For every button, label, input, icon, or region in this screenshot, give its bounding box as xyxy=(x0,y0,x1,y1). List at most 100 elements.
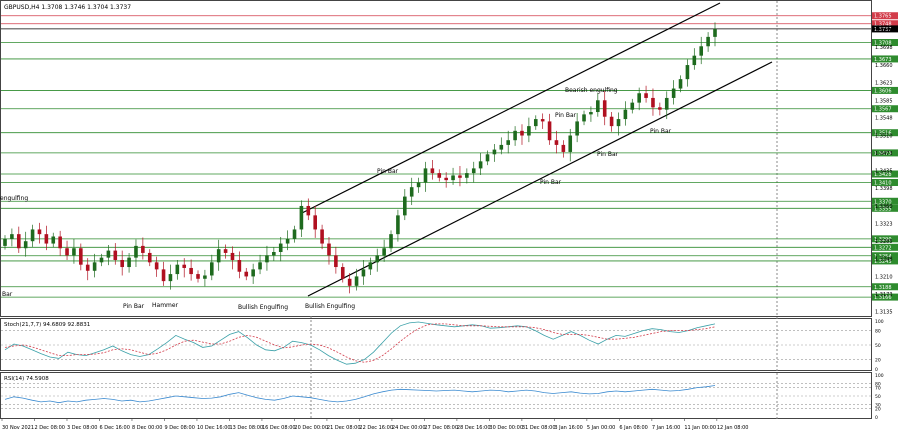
candle-body xyxy=(278,243,283,252)
level-tag xyxy=(872,235,898,243)
annotation-label: Bullish Engulfing xyxy=(238,304,288,311)
x-tick-label: 27 Dec 08:00 xyxy=(424,425,458,431)
level-tag xyxy=(872,170,898,178)
candle-body xyxy=(637,93,641,103)
level-tag-text: 1.3254 xyxy=(874,254,892,260)
y-tick-label: 1.3735 xyxy=(875,28,893,34)
candle-body xyxy=(196,274,200,279)
candle-body xyxy=(685,65,690,80)
candle-body xyxy=(409,187,414,197)
candle-body xyxy=(203,275,207,279)
y-tick-label: 1.3210 xyxy=(875,274,893,280)
candle-body xyxy=(3,238,7,246)
candle-body xyxy=(368,262,373,270)
osc-y-tick: 30 xyxy=(875,402,881,408)
candle-body xyxy=(396,215,400,235)
x-tick-label: 13 Dec 08:00 xyxy=(229,425,263,431)
x-tick-label: 6 Dec 16:00 xyxy=(99,425,129,431)
candle-body xyxy=(30,229,35,242)
candle-body xyxy=(658,107,662,110)
level-tag-text: 1.3708 xyxy=(874,41,892,47)
level-tag xyxy=(872,257,898,265)
y-tick-label: 1.3248 xyxy=(875,257,893,263)
candle-body xyxy=(568,135,573,152)
x-tick-label: 28 Dec 16:00 xyxy=(457,425,491,431)
level-tag-text: 1.3567 xyxy=(874,107,892,113)
candle-body xyxy=(134,245,138,258)
candle-body xyxy=(382,248,386,256)
x-tick-label: 9 Dec 08:00 xyxy=(164,425,194,431)
candle-body xyxy=(347,278,352,286)
candle-body xyxy=(478,161,483,169)
x-tick-label: 22 Dec 16:00 xyxy=(359,425,393,431)
candle-body xyxy=(458,175,462,178)
candle-body xyxy=(416,182,421,188)
x-tick-label: 5 Jan 00:00 xyxy=(587,425,615,431)
level-tag xyxy=(872,55,898,63)
level-tag xyxy=(872,149,898,157)
candle-body xyxy=(182,264,187,268)
candle-body xyxy=(616,119,621,127)
annotation-label: Bullish Engulfing xyxy=(305,303,355,310)
candle-body xyxy=(609,116,614,127)
candle-body xyxy=(692,55,697,66)
candle-body xyxy=(589,112,593,115)
level-tag xyxy=(872,129,898,137)
candle-body xyxy=(506,140,511,145)
candle-body xyxy=(561,144,566,152)
y-tick-label: 1.3510 xyxy=(875,134,893,140)
level-tag xyxy=(872,12,898,20)
level-tag-text: 1.3673 xyxy=(874,57,892,63)
candle-body xyxy=(664,97,669,110)
candle-body xyxy=(485,154,490,162)
level-tag xyxy=(872,105,898,113)
level-tag xyxy=(872,197,898,205)
channel-upper-line xyxy=(301,2,721,214)
osc-y-tick: 100 xyxy=(875,373,884,379)
candle-body xyxy=(437,173,442,178)
candle-body xyxy=(389,234,393,249)
candle-body xyxy=(127,257,131,268)
candle-body xyxy=(10,234,14,239)
annotation-label: Hammer xyxy=(152,302,179,309)
osc-y-tick: 80 xyxy=(875,329,881,335)
x-tick-label: 2 Dec 08:00 xyxy=(34,425,64,431)
osc-series-line xyxy=(4,385,716,404)
y-tick-label: 1.3135 xyxy=(875,310,893,316)
candle-body xyxy=(141,245,145,253)
candle-body xyxy=(403,196,407,216)
stoch-label: Stoch(21,7,7) 94.6809 92.8831 xyxy=(4,322,90,328)
candle-body xyxy=(547,121,552,141)
annotation-label: Pin Bar xyxy=(123,303,145,310)
candle-body xyxy=(444,177,448,181)
annotation-label: Pin Bar xyxy=(597,151,619,158)
candle-body xyxy=(237,259,242,272)
y-tick-label: 1.3360 xyxy=(875,204,893,210)
level-tag xyxy=(872,25,898,33)
candle-body xyxy=(527,126,531,136)
candle-body xyxy=(113,250,118,260)
candle-body xyxy=(161,269,166,282)
candle-body xyxy=(120,259,124,268)
candle-body xyxy=(306,205,311,216)
x-tick-label: 3 Jan 16:00 xyxy=(554,425,582,431)
y-tick-label: 1.3585 xyxy=(875,98,893,104)
x-tick-label: 12 Jan 08:00 xyxy=(717,425,749,431)
level-tag-text: 1.3606 xyxy=(874,88,892,94)
candle-body xyxy=(582,114,586,122)
candle-body xyxy=(575,121,579,136)
candle-body xyxy=(644,93,648,98)
candle-body xyxy=(499,144,504,150)
rsi-panel xyxy=(0,372,872,419)
candle-body xyxy=(106,250,111,258)
candle-body xyxy=(540,119,545,122)
level-tag-text: 1.3166 xyxy=(874,295,892,301)
x-tick-label: 3 Dec 08:00 xyxy=(67,425,97,431)
level-tag xyxy=(872,178,898,186)
x-tick-label: 8 Dec 00:00 xyxy=(132,425,162,431)
candle-body xyxy=(85,264,90,271)
candle-body xyxy=(375,255,380,263)
level-tag-text: 1.3748 xyxy=(874,22,892,28)
candle-body xyxy=(258,262,262,270)
level-tag-text: 1.3410 xyxy=(874,180,892,186)
